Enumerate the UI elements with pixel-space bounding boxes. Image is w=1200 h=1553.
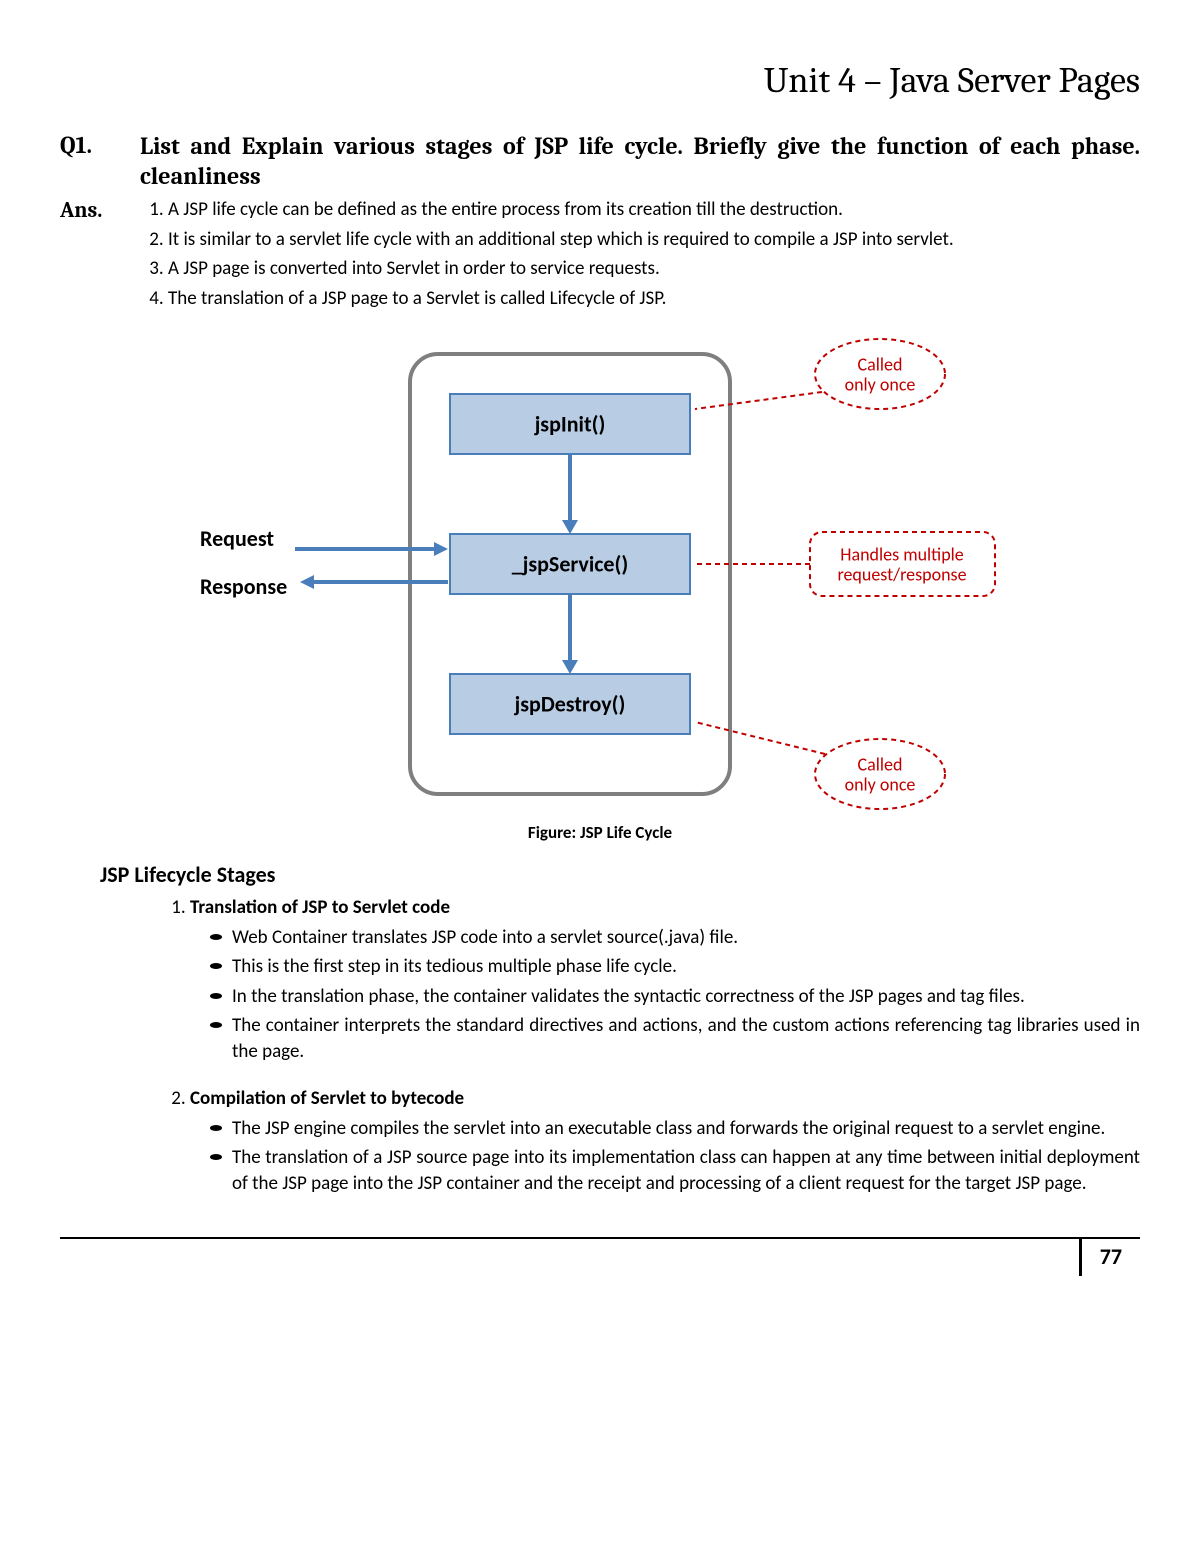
figure-caption: Figure: JSP Life Cycle (60, 822, 1140, 843)
jspinit-label: jspInit() (534, 410, 606, 437)
response-label: Response (200, 573, 287, 600)
answer-label: Ans. (60, 197, 120, 316)
question-row: Q1. List and Explain various stages of J… (60, 131, 1140, 191)
answer-list: A JSP life cycle can be defined as the e… (140, 197, 1140, 312)
jspservice-label: _jspService() (512, 550, 628, 577)
answer-point: A JSP life cycle can be defined as the e… (168, 197, 1140, 223)
section-heading: JSP Lifecycle Stages (100, 861, 1140, 888)
stage-bullets: Web Container translates JSP code into a… (190, 925, 1140, 1065)
stage-bullet: This is the first step in its tedious mu… (210, 954, 1140, 980)
stages-list: Translation of JSP to Servlet code Web C… (60, 896, 1140, 1197)
stage-bullet: Web Container translates JSP code into a… (210, 925, 1140, 951)
callout-text: only once (845, 373, 916, 395)
stage-title: Compilation of Servlet to bytecode (190, 1087, 1140, 1110)
stage-bullet: The container interprets the standard di… (210, 1013, 1140, 1064)
stage-bullet: The JSP engine compiles the servlet into… (210, 1116, 1140, 1142)
lifecycle-diagram: jspInit() _jspService() jspDestroy() Req… (160, 334, 1040, 814)
stage-item: Translation of JSP to Servlet code Web C… (190, 896, 1140, 1065)
stage-bullet: The translation of a JSP source page int… (210, 1145, 1140, 1196)
question-text: List and Explain various stages of JSP l… (140, 131, 1140, 191)
answer-point: A JSP page is converted into Servlet in … (168, 256, 1140, 282)
callout-text: Called (858, 753, 903, 775)
callout-text: Handles multiple (840, 543, 964, 565)
answer-point: It is similar to a servlet life cycle wi… (168, 227, 1140, 253)
request-label: Request (200, 525, 274, 552)
answer-point: The translation of a JSP page to a Servl… (168, 286, 1140, 312)
diagram-container: jspInit() _jspService() jspDestroy() Req… (60, 334, 1140, 814)
arrowhead-icon (300, 575, 314, 589)
footer-divider (60, 1237, 1140, 1239)
stage-bullet: In the translation phase, the container … (210, 984, 1140, 1010)
stage-title: Translation of JSP to Servlet code (190, 896, 1140, 919)
question-label: Q1. (60, 131, 120, 191)
callout-text: only once (845, 773, 916, 795)
callout-text: request/response (837, 563, 966, 585)
jspdestroy-label: jspDestroy() (514, 690, 626, 717)
stage-item: Compilation of Servlet to bytecode The J… (190, 1087, 1140, 1197)
stage-bullets: The JSP engine compiles the servlet into… (190, 1116, 1140, 1197)
answer-row: Ans. A JSP life cycle can be defined as … (60, 197, 1140, 316)
callout-text: Called (858, 353, 903, 375)
page-number: 77 (1079, 1237, 1140, 1276)
unit-title: Unit 4 – Java Server Pages (60, 60, 1140, 101)
